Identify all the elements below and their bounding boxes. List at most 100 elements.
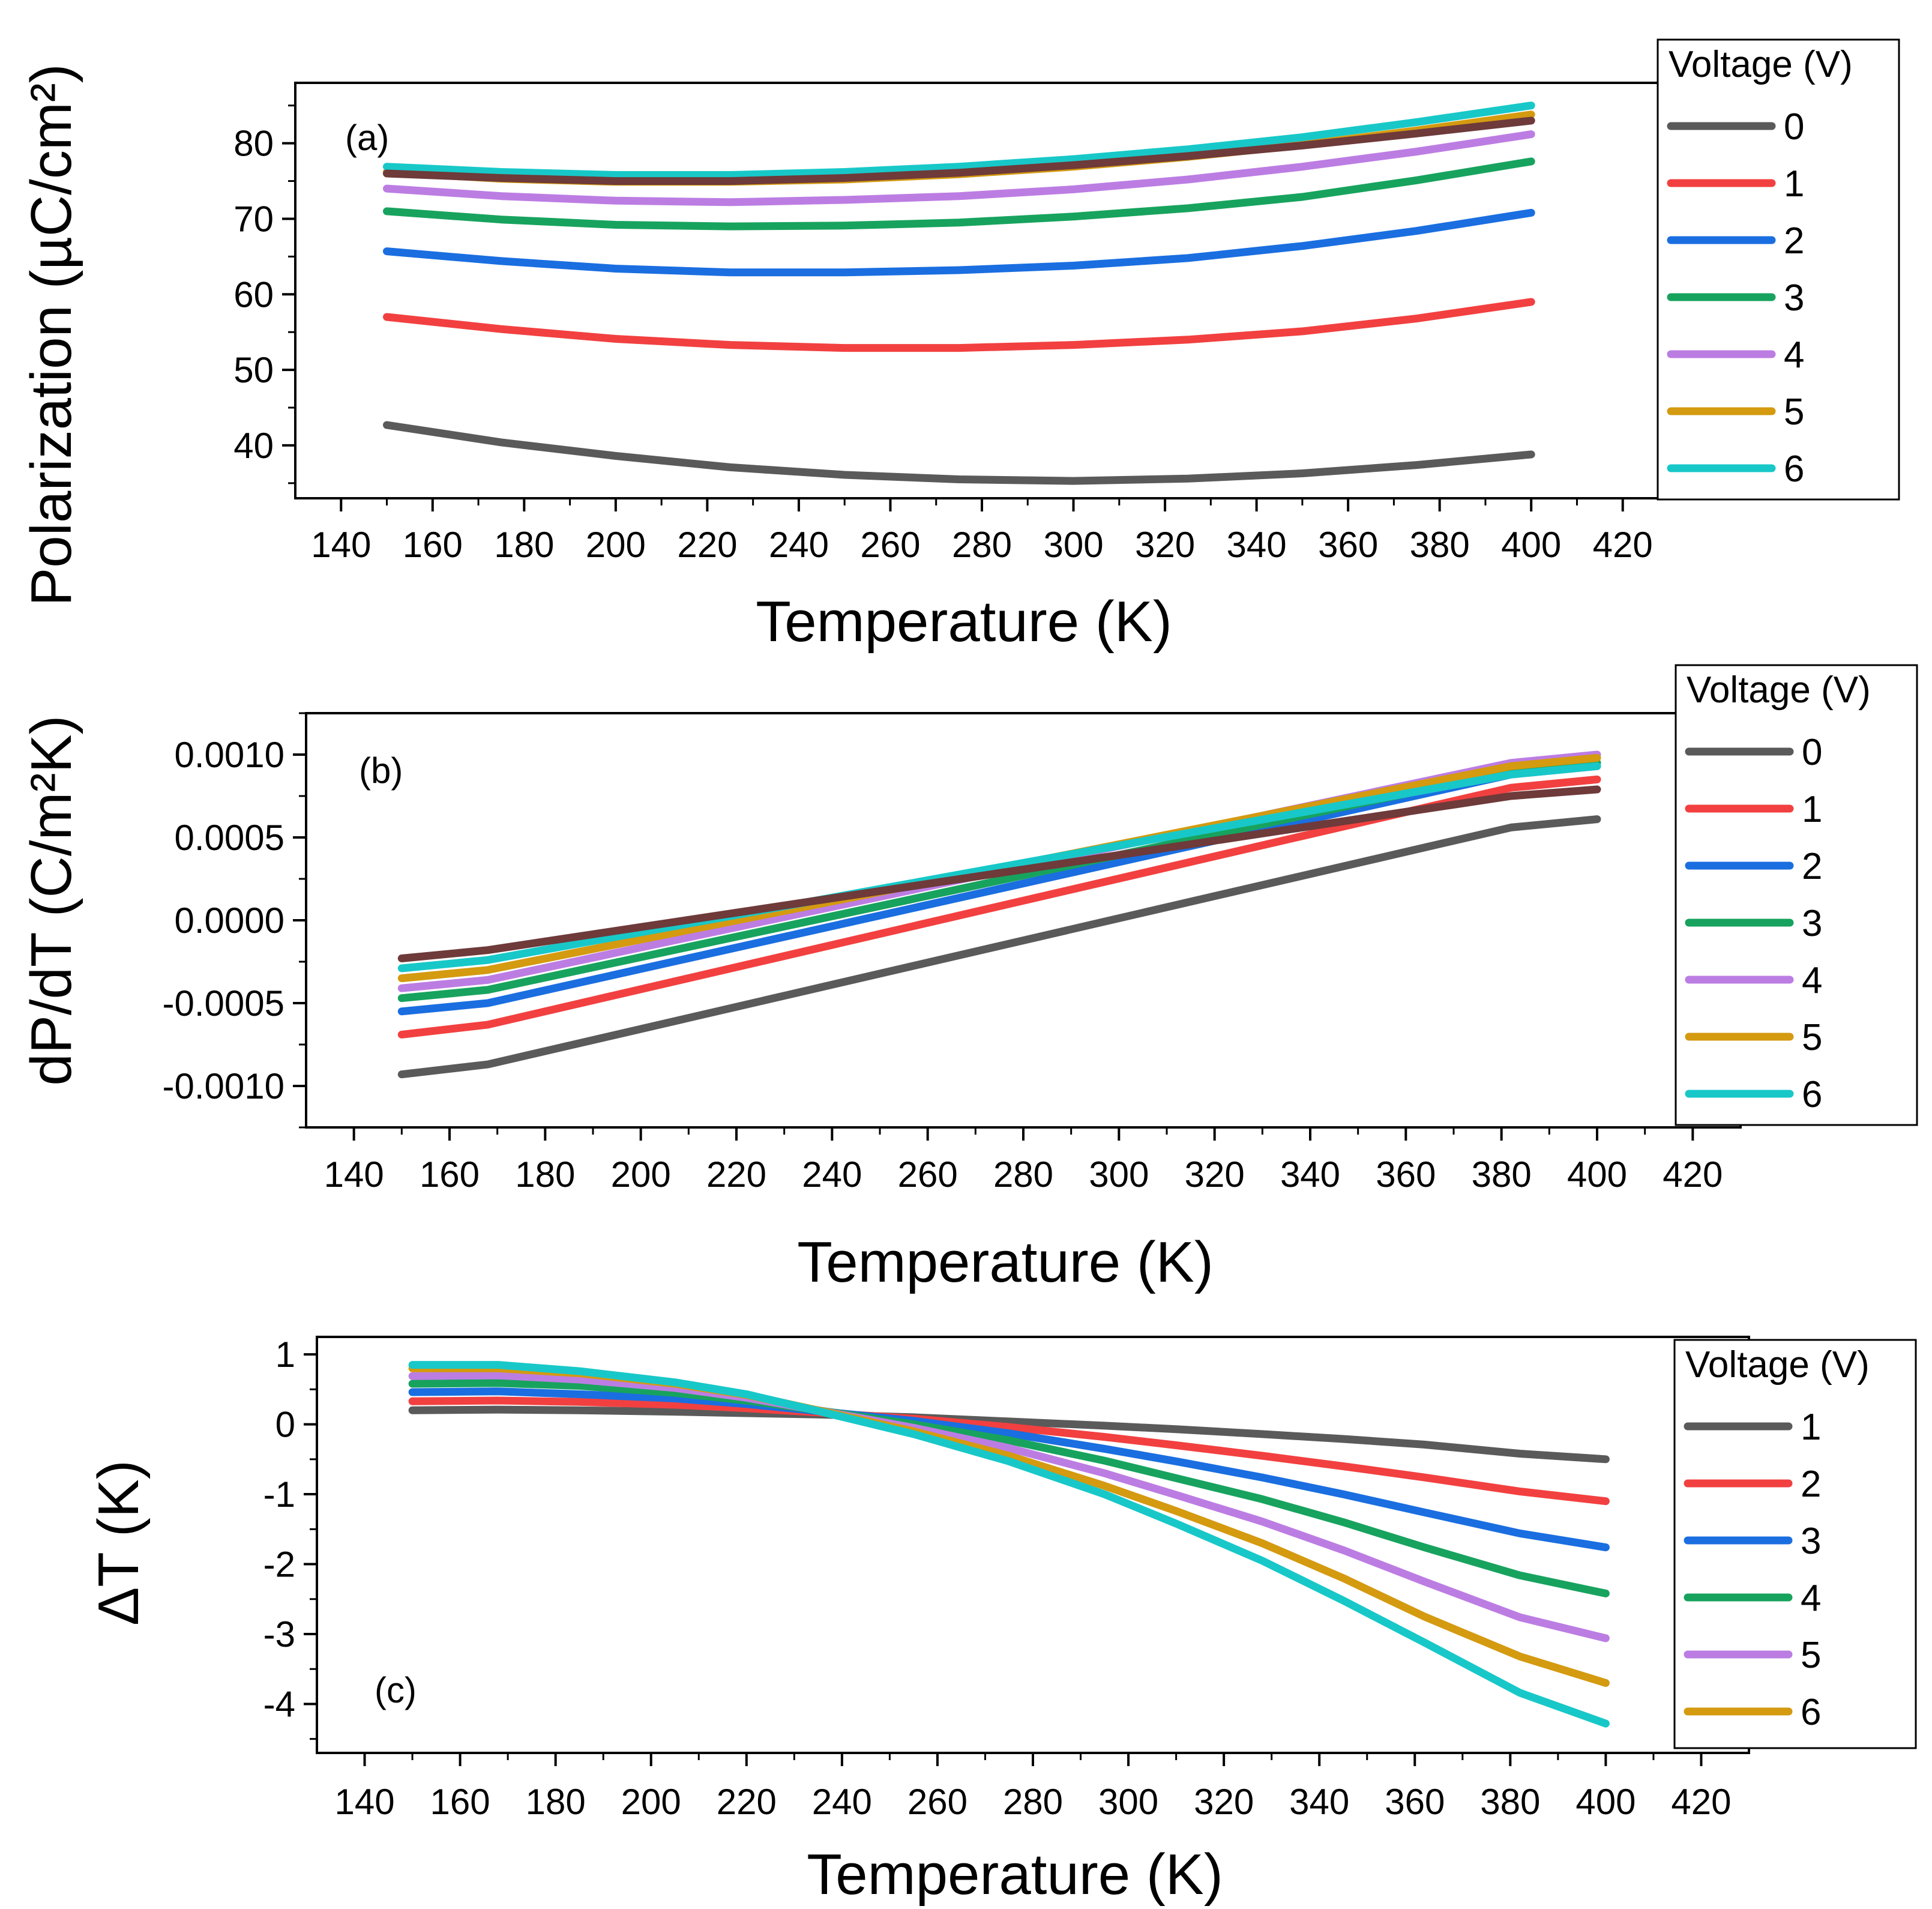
x-tick-label: 340	[1280, 1154, 1340, 1195]
x-tick-label: 280	[993, 1154, 1053, 1195]
legend-entry-label: 0	[1802, 732, 1822, 773]
y-tick-label: 60	[233, 274, 274, 315]
legend-entry-label: 1	[1801, 1407, 1821, 1448]
legend-entry-label: 5	[1801, 1635, 1821, 1676]
x-tick-label: 220	[677, 525, 737, 565]
y-tick-label: 0.0010	[174, 735, 284, 775]
x-tick-label: 200	[621, 1782, 681, 1822]
x-tick-label: 160	[420, 1154, 480, 1195]
legend-entry-label: 3	[1801, 1521, 1821, 1562]
y-tick-label: 0.0000	[174, 900, 284, 941]
panel-label: (b)	[359, 750, 403, 791]
series-line-6	[383, 101, 1535, 179]
series-line-extra	[408, 1361, 1610, 1728]
x-tick-label: 380	[1480, 1782, 1540, 1822]
x-tick-label: 320	[1135, 525, 1195, 565]
y-tick-label: -3	[263, 1614, 295, 1654]
x-tick-label: 160	[403, 525, 463, 565]
x-axis-title: Temperature (K)	[807, 1842, 1223, 1907]
x-tick-label: 400	[1575, 1782, 1636, 1822]
x-tick-label: 400	[1501, 525, 1561, 565]
legend-title: Voltage (V)	[1685, 1344, 1870, 1386]
x-tick-label: 200	[586, 525, 646, 565]
x-tick-label: 240	[802, 1154, 862, 1195]
x-tick-label: 240	[769, 525, 829, 565]
series-line-6	[397, 762, 1601, 973]
x-tick-label: 300	[1043, 525, 1103, 565]
x-tick-label: 140	[324, 1154, 384, 1195]
x-tick-label: 380	[1410, 525, 1470, 565]
x-axis-title: Temperature (K)	[756, 590, 1172, 654]
legend-entry-label: 6	[1784, 448, 1804, 490]
y-tick-label: -1	[263, 1474, 295, 1515]
legend-entry-label: 1	[1802, 789, 1822, 830]
series-line-5	[408, 1371, 1610, 1642]
legend-entry-label: 4	[1801, 1578, 1821, 1619]
x-tick-label: 340	[1227, 525, 1287, 565]
legend-entry-label: 3	[1802, 903, 1822, 944]
series-line-2	[408, 1396, 1610, 1506]
x-tick-label: 300	[1098, 1782, 1158, 1822]
series-line-3	[408, 1387, 1610, 1552]
series-line-0	[397, 815, 1601, 1079]
legend-entry-label: 3	[1784, 277, 1804, 319]
x-tick-label: 160	[430, 1782, 490, 1822]
legend-entry-label: 4	[1802, 960, 1822, 1001]
x-tick-label: 340	[1289, 1782, 1349, 1822]
y-tick-label: -0.0005	[163, 983, 285, 1024]
legend-entry-label: 1	[1784, 163, 1804, 205]
legend-entry-label: 2	[1802, 846, 1822, 887]
x-tick-label: 320	[1194, 1782, 1254, 1822]
legend: Voltage (V) 0 1 2 3 4 5 6	[1675, 664, 1918, 1126]
legend-entry-label: 5	[1784, 391, 1804, 433]
legend-box	[1657, 38, 1900, 501]
legend-entry-label: 2	[1784, 220, 1804, 262]
legend-title: Voltage (V)	[1669, 44, 1853, 85]
y-axis-title: ΔT (K)	[86, 1460, 151, 1626]
x-tick-label: 280	[1003, 1782, 1063, 1822]
legend-entry-label: 4	[1784, 334, 1804, 376]
legend: Voltage (V) 0 1 2 3 4 5 6	[1657, 38, 1900, 501]
x-tick-label: 300	[1089, 1154, 1149, 1195]
legend-entry-label: 5	[1802, 1017, 1822, 1058]
legend-entry-label: 6	[1802, 1074, 1822, 1115]
x-tick-label: 420	[1593, 525, 1653, 565]
panel-label: (c)	[375, 1670, 417, 1710]
legend-title: Voltage (V)	[1687, 669, 1871, 711]
series-line-2	[383, 208, 1535, 277]
y-tick-label: 0	[275, 1405, 295, 1445]
x-tick-label: 180	[494, 525, 554, 565]
x-tick-label: 360	[1376, 1154, 1436, 1195]
series-line-4	[383, 130, 1535, 207]
x-tick-label: 140	[311, 525, 371, 565]
x-tick-label: 180	[526, 1782, 586, 1822]
x-tick-label: 180	[515, 1154, 575, 1195]
series-line-3	[383, 157, 1535, 231]
legend: Voltage (V) 1 2 3 4 5 6	[1673, 1339, 1917, 1749]
x-tick-label: 140	[334, 1782, 394, 1822]
series-line-0	[383, 421, 1535, 485]
y-axis-title: dP/dT (C/m²K)	[19, 716, 83, 1086]
series-line-6	[408, 1364, 1610, 1687]
legend-entry-label: 2	[1801, 1464, 1821, 1505]
y-tick-label: 50	[233, 350, 274, 390]
series-line-extra	[383, 116, 1535, 185]
x-tick-label: 420	[1671, 1782, 1731, 1822]
series-line-2	[397, 762, 1601, 1016]
legend-box	[1675, 664, 1918, 1126]
x-tick-label: 320	[1185, 1154, 1245, 1195]
series-line-4	[408, 1379, 1610, 1597]
y-tick-label: -0.0010	[163, 1066, 285, 1106]
series-line-extra	[397, 785, 1601, 962]
x-tick-label: 260	[907, 1782, 968, 1822]
y-axis-title: Polarization (µC/cm²)	[19, 64, 83, 606]
y-tick-label: -4	[263, 1684, 295, 1724]
x-tick-label: 360	[1385, 1782, 1445, 1822]
x-axis-title: Temperature (K)	[797, 1230, 1214, 1294]
x-tick-label: 380	[1472, 1154, 1532, 1195]
y-tick-label: 70	[233, 199, 274, 239]
x-tick-label: 220	[717, 1782, 777, 1822]
panel-label: (a)	[345, 118, 389, 158]
x-tick-label: 220	[706, 1154, 766, 1195]
